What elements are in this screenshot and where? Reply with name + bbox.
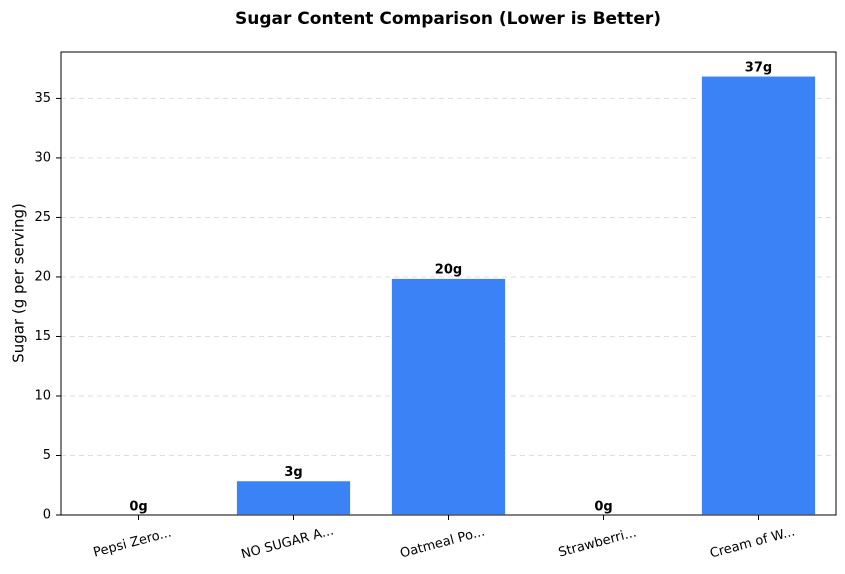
y-tick-label: 0 [43, 508, 51, 523]
y-tick-label: 30 [34, 150, 51, 165]
value-label: 0g [129, 500, 147, 515]
bar [235, 479, 352, 516]
value-label: 0g [594, 500, 612, 515]
chart-title: Sugar Content Comparison (Lower is Bette… [235, 9, 661, 29]
plot-frame [60, 51, 837, 516]
y-axis-label: Sugar (g per serving) [10, 203, 28, 363]
value-label: 37g [745, 60, 772, 75]
y-tick-label: 25 [34, 210, 51, 225]
x-tick-label: Oatmeal Po... [398, 524, 486, 561]
value-label: 20g [435, 263, 462, 278]
x-tick-label: Cream of W... [708, 524, 796, 561]
y-tick-label: 5 [43, 448, 51, 463]
y-tick-label: 20 [34, 269, 51, 284]
y-tick-label: 15 [34, 329, 51, 344]
bar [390, 277, 507, 516]
x-tick-label: Pepsi Zero... [92, 525, 173, 560]
bar [700, 75, 817, 516]
y-tick-label: 10 [34, 388, 51, 403]
x-tick-label: NO SUGAR A... [240, 523, 336, 562]
x-tick-label: Strawberri... [557, 525, 638, 560]
y-tick-label: 35 [34, 91, 51, 106]
value-label: 3g [284, 465, 302, 480]
